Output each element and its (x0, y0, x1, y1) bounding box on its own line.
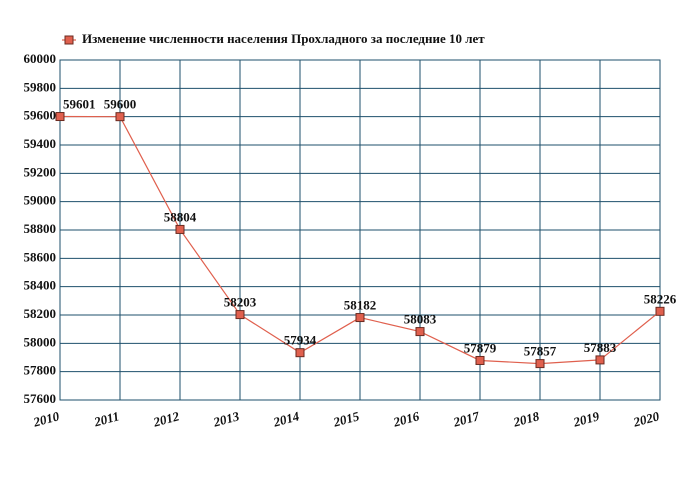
legend-label: Изменение численности населения Прохладн… (82, 31, 485, 46)
y-tick-label: 57600 (24, 391, 57, 406)
data-label: 57879 (464, 340, 497, 355)
x-tick-label: 2013 (211, 408, 241, 430)
data-point (355, 313, 365, 323)
y-tick-label: 58600 (24, 249, 57, 264)
data-point (595, 355, 605, 365)
x-tick-label: 2014 (271, 408, 301, 430)
data-point (475, 355, 485, 365)
y-tick-label: 59200 (24, 164, 57, 179)
data-label: 57857 (524, 344, 557, 359)
x-tick-label: 2020 (631, 408, 661, 430)
y-tick-label: 60000 (24, 51, 57, 66)
data-point (55, 112, 65, 122)
data-label: 58083 (404, 312, 437, 327)
legend-marker (64, 35, 74, 45)
y-tick-label: 59600 (24, 108, 57, 123)
x-tick-label: 2015 (331, 408, 361, 430)
x-tick-label: 2017 (451, 408, 481, 430)
data-label: 58203 (224, 295, 257, 310)
y-tick-label: 58000 (24, 334, 57, 349)
x-tick-label: 2016 (391, 408, 421, 430)
data-point (655, 306, 665, 316)
data-point (115, 112, 125, 122)
data-point (235, 310, 245, 320)
data-label: 57883 (584, 340, 617, 355)
y-tick-label: 58400 (24, 278, 57, 293)
x-tick-label: 2010 (31, 408, 61, 430)
x-tick-label: 2012 (151, 408, 181, 430)
data-point (535, 359, 545, 369)
y-tick-label: 57800 (24, 363, 57, 378)
y-tick-label: 59400 (24, 136, 57, 151)
data-label: 58804 (164, 209, 197, 224)
y-tick-label: 59800 (24, 79, 57, 94)
x-tick-label: 2018 (511, 408, 541, 430)
y-tick-label: 59000 (24, 193, 57, 208)
data-point (175, 224, 185, 234)
x-tick-label: 2011 (91, 408, 120, 429)
data-label: 59600 (104, 97, 137, 112)
data-label: 58182 (344, 298, 377, 313)
data-label: 58226 (644, 291, 677, 306)
data-label: 59601 (63, 97, 96, 112)
y-tick-label: 58800 (24, 221, 57, 236)
data-label: 57934 (284, 333, 317, 348)
data-point (415, 327, 425, 337)
x-tick-label: 2019 (571, 408, 601, 430)
y-tick-label: 58200 (24, 306, 57, 321)
data-point (295, 348, 305, 358)
